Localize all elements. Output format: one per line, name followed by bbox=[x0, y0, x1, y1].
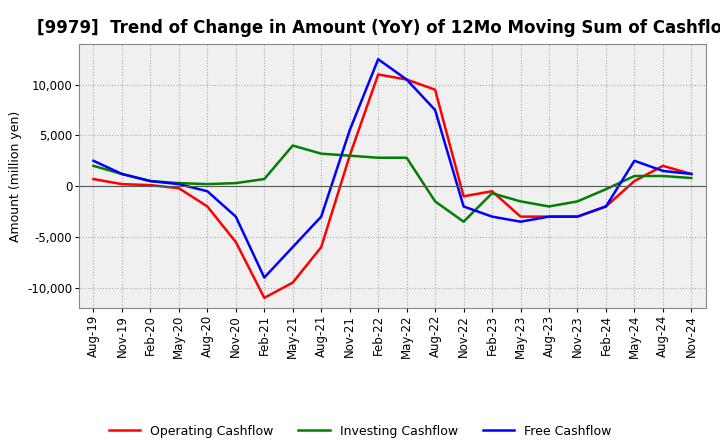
Free Cashflow bbox=[573, 214, 582, 219]
Free Cashflow bbox=[117, 171, 126, 176]
Investing Cashflow bbox=[573, 199, 582, 204]
Operating Cashflow bbox=[545, 214, 554, 219]
Free Cashflow bbox=[459, 204, 468, 209]
Investing Cashflow bbox=[487, 191, 496, 196]
Free Cashflow bbox=[659, 168, 667, 173]
Investing Cashflow bbox=[459, 219, 468, 224]
Investing Cashflow bbox=[431, 199, 439, 204]
Operating Cashflow bbox=[260, 295, 269, 301]
Legend: Operating Cashflow, Investing Cashflow, Free Cashflow: Operating Cashflow, Investing Cashflow, … bbox=[104, 420, 616, 440]
Free Cashflow bbox=[232, 214, 240, 219]
Investing Cashflow bbox=[630, 173, 639, 179]
Investing Cashflow bbox=[289, 143, 297, 148]
Operating Cashflow bbox=[659, 163, 667, 169]
Investing Cashflow bbox=[516, 199, 525, 204]
Operating Cashflow bbox=[289, 280, 297, 285]
Title: [9979]  Trend of Change in Amount (YoY) of 12Mo Moving Sum of Cashflows: [9979] Trend of Change in Amount (YoY) o… bbox=[37, 19, 720, 37]
Operating Cashflow bbox=[117, 181, 126, 187]
Investing Cashflow bbox=[260, 176, 269, 182]
Free Cashflow bbox=[687, 171, 696, 176]
Operating Cashflow bbox=[487, 189, 496, 194]
Investing Cashflow bbox=[602, 187, 611, 192]
Operating Cashflow bbox=[89, 176, 98, 182]
Free Cashflow bbox=[487, 214, 496, 219]
Free Cashflow bbox=[289, 245, 297, 250]
Line: Free Cashflow: Free Cashflow bbox=[94, 59, 691, 278]
Operating Cashflow bbox=[174, 186, 183, 191]
Investing Cashflow bbox=[232, 180, 240, 186]
Operating Cashflow bbox=[402, 77, 411, 82]
Free Cashflow bbox=[630, 158, 639, 163]
Investing Cashflow bbox=[346, 153, 354, 158]
Operating Cashflow bbox=[630, 179, 639, 184]
Investing Cashflow bbox=[203, 181, 212, 187]
Operating Cashflow bbox=[317, 245, 325, 250]
Free Cashflow bbox=[602, 204, 611, 209]
Investing Cashflow bbox=[89, 163, 98, 169]
Operating Cashflow bbox=[573, 214, 582, 219]
Free Cashflow bbox=[146, 179, 155, 184]
Operating Cashflow bbox=[431, 87, 439, 92]
Operating Cashflow bbox=[459, 194, 468, 199]
Free Cashflow bbox=[174, 181, 183, 187]
Y-axis label: Amount (million yen): Amount (million yen) bbox=[9, 110, 22, 242]
Investing Cashflow bbox=[402, 155, 411, 160]
Free Cashflow bbox=[402, 77, 411, 82]
Investing Cashflow bbox=[117, 171, 126, 176]
Operating Cashflow bbox=[687, 171, 696, 176]
Free Cashflow bbox=[346, 128, 354, 133]
Line: Operating Cashflow: Operating Cashflow bbox=[94, 74, 691, 298]
Free Cashflow bbox=[89, 158, 98, 163]
Investing Cashflow bbox=[317, 151, 325, 156]
Investing Cashflow bbox=[146, 179, 155, 184]
Investing Cashflow bbox=[687, 176, 696, 181]
Line: Investing Cashflow: Investing Cashflow bbox=[94, 146, 691, 222]
Free Cashflow bbox=[516, 219, 525, 224]
Operating Cashflow bbox=[232, 239, 240, 245]
Operating Cashflow bbox=[516, 214, 525, 219]
Free Cashflow bbox=[203, 189, 212, 194]
Operating Cashflow bbox=[146, 183, 155, 188]
Free Cashflow bbox=[260, 275, 269, 280]
Free Cashflow bbox=[431, 107, 439, 113]
Investing Cashflow bbox=[545, 204, 554, 209]
Free Cashflow bbox=[545, 214, 554, 219]
Operating Cashflow bbox=[203, 204, 212, 209]
Investing Cashflow bbox=[659, 173, 667, 179]
Operating Cashflow bbox=[374, 72, 382, 77]
Free Cashflow bbox=[374, 57, 382, 62]
Investing Cashflow bbox=[374, 155, 382, 160]
Operating Cashflow bbox=[602, 204, 611, 209]
Investing Cashflow bbox=[174, 180, 183, 186]
Free Cashflow bbox=[317, 214, 325, 219]
Operating Cashflow bbox=[346, 153, 354, 158]
